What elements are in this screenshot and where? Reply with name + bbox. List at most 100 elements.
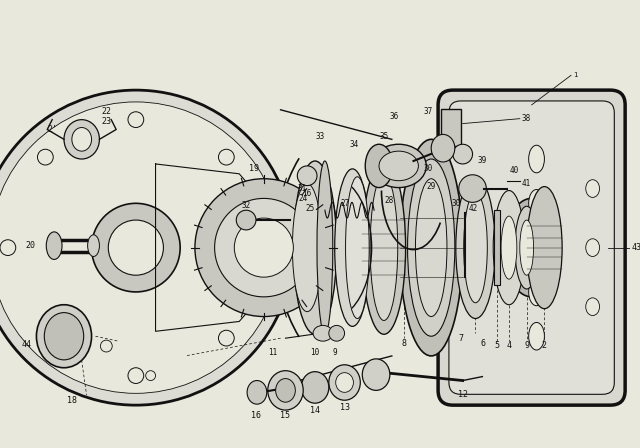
Circle shape <box>92 203 180 292</box>
Circle shape <box>236 210 256 230</box>
Text: 4: 4 <box>506 340 511 349</box>
Ellipse shape <box>464 193 487 303</box>
Ellipse shape <box>529 323 545 350</box>
Text: 42: 42 <box>468 204 478 213</box>
Ellipse shape <box>362 359 390 390</box>
Text: 2': 2' <box>47 125 57 134</box>
Text: 16: 16 <box>251 411 261 421</box>
Ellipse shape <box>529 145 545 173</box>
Circle shape <box>0 240 16 255</box>
Text: 15: 15 <box>280 411 291 421</box>
Text: 24: 24 <box>299 194 308 203</box>
Ellipse shape <box>527 186 562 309</box>
Text: 14: 14 <box>310 405 320 414</box>
Circle shape <box>38 330 53 346</box>
Ellipse shape <box>44 313 84 360</box>
Ellipse shape <box>504 198 559 297</box>
Ellipse shape <box>408 159 455 336</box>
Text: 12: 12 <box>458 390 468 399</box>
Text: 36: 36 <box>389 112 399 121</box>
Text: 22: 22 <box>101 107 111 116</box>
Ellipse shape <box>276 379 295 402</box>
Ellipse shape <box>329 325 344 341</box>
Ellipse shape <box>301 372 329 403</box>
Text: 44: 44 <box>22 340 31 349</box>
Circle shape <box>146 370 156 380</box>
Ellipse shape <box>379 151 419 181</box>
FancyBboxPatch shape <box>438 90 625 405</box>
Text: 30: 30 <box>424 164 433 173</box>
Text: 10: 10 <box>310 349 319 358</box>
Ellipse shape <box>501 216 517 279</box>
Text: 32: 32 <box>241 201 251 210</box>
Ellipse shape <box>362 161 406 334</box>
Ellipse shape <box>515 206 538 289</box>
Ellipse shape <box>293 161 337 334</box>
Ellipse shape <box>586 239 600 257</box>
Text: 35: 35 <box>380 132 388 141</box>
Text: 30: 30 <box>451 199 460 208</box>
Ellipse shape <box>88 235 99 257</box>
Circle shape <box>298 166 317 185</box>
Ellipse shape <box>365 144 393 188</box>
Text: 9: 9 <box>524 340 529 349</box>
Text: 39: 39 <box>477 156 486 165</box>
Circle shape <box>234 218 293 277</box>
Ellipse shape <box>529 190 545 217</box>
Ellipse shape <box>36 305 92 368</box>
Circle shape <box>0 102 282 393</box>
Text: 38: 38 <box>522 114 531 123</box>
Circle shape <box>128 368 144 383</box>
Text: 23: 23 <box>101 117 111 126</box>
Ellipse shape <box>313 325 333 341</box>
Ellipse shape <box>335 169 370 327</box>
Circle shape <box>0 90 293 405</box>
Ellipse shape <box>72 128 92 151</box>
Text: 27: 27 <box>340 199 349 208</box>
Text: 9: 9 <box>332 349 337 358</box>
Text: 19: 19 <box>249 164 259 173</box>
Ellipse shape <box>415 179 447 317</box>
Ellipse shape <box>371 144 426 188</box>
Ellipse shape <box>46 232 62 259</box>
Circle shape <box>256 240 272 255</box>
Ellipse shape <box>64 120 99 159</box>
Circle shape <box>218 149 234 165</box>
Ellipse shape <box>529 278 545 306</box>
Text: 5: 5 <box>495 340 500 349</box>
Ellipse shape <box>456 177 495 319</box>
Text: 1: 1 <box>573 72 577 78</box>
Ellipse shape <box>520 220 534 275</box>
Ellipse shape <box>370 175 397 320</box>
Circle shape <box>195 179 333 317</box>
Ellipse shape <box>346 177 369 319</box>
Circle shape <box>108 220 163 275</box>
Text: 28: 28 <box>384 196 394 205</box>
Text: 31: 31 <box>298 184 307 193</box>
Text: 2: 2 <box>542 340 547 349</box>
Text: 29: 29 <box>427 182 436 191</box>
Circle shape <box>38 149 53 165</box>
Text: 11: 11 <box>268 349 278 358</box>
Ellipse shape <box>336 373 353 392</box>
Circle shape <box>214 198 313 297</box>
Text: 6: 6 <box>481 339 486 348</box>
Ellipse shape <box>586 298 600 315</box>
Bar <box>494 210 500 285</box>
Ellipse shape <box>292 184 322 312</box>
Circle shape <box>453 144 472 164</box>
Text: 40: 40 <box>510 166 519 175</box>
Text: 7: 7 <box>458 334 463 343</box>
Text: 33: 33 <box>316 132 324 141</box>
Ellipse shape <box>329 365 360 400</box>
Text: 37: 37 <box>424 107 433 116</box>
Text: 16: 16 <box>303 189 312 198</box>
Text: 8: 8 <box>401 339 406 348</box>
Ellipse shape <box>459 175 486 202</box>
Ellipse shape <box>400 139 463 356</box>
Text: 25: 25 <box>305 204 315 213</box>
Text: 18: 18 <box>67 396 77 405</box>
Ellipse shape <box>586 180 600 198</box>
Ellipse shape <box>431 134 455 162</box>
Text: 20: 20 <box>26 241 35 250</box>
